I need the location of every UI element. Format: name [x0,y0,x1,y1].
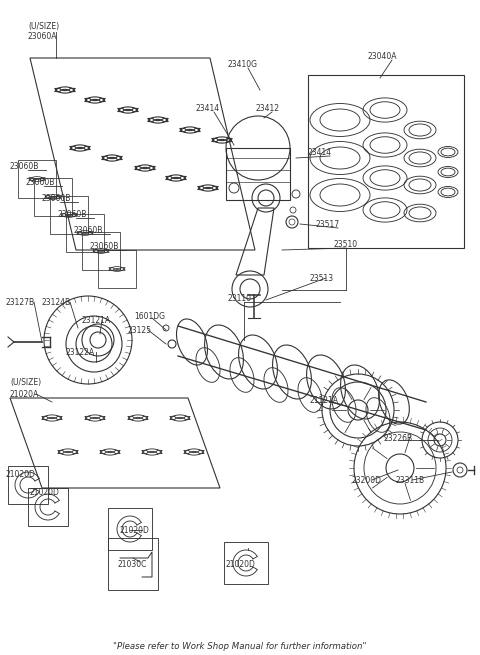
Text: 23060B: 23060B [58,210,87,219]
Text: 21030C: 21030C [118,560,147,569]
Bar [226,148,290,200]
Bar [66,214,104,252]
Bar [82,232,120,270]
Text: 23513: 23513 [310,274,334,283]
Text: 23412: 23412 [256,104,280,113]
Text: (U/SIZE): (U/SIZE) [10,378,41,387]
Text: 1601DG: 1601DG [134,312,165,321]
Text: 21020D: 21020D [6,470,36,479]
Text: 23414: 23414 [196,104,220,113]
Bar [108,508,152,550]
Text: 23200D: 23200D [352,476,382,485]
Text: 23510: 23510 [334,240,358,249]
Text: 23060B: 23060B [42,194,72,203]
Text: 23110: 23110 [228,294,252,303]
Text: 23122A: 23122A [66,348,95,357]
Bar [28,488,68,526]
Text: (U/SIZE): (U/SIZE) [28,22,59,31]
Text: 23060B: 23060B [10,162,39,171]
Text: 23226B: 23226B [384,434,413,443]
Text: "Please refer to Work Shop Manual for further information": "Please refer to Work Shop Manual for fu… [113,642,367,651]
Text: 21020A: 21020A [10,390,39,399]
Text: 23121A: 23121A [82,316,111,325]
Text: 23060B: 23060B [74,226,103,235]
Text: 23040A: 23040A [368,52,397,61]
Text: 23127B: 23127B [6,298,35,307]
Text: 23410G: 23410G [228,60,258,69]
Text: 21020D: 21020D [226,560,256,569]
Text: 23060B: 23060B [90,242,120,251]
Text: 21121A: 21121A [310,396,339,405]
Bar [8,466,48,504]
Text: 23311B: 23311B [396,476,425,485]
Text: 21020D: 21020D [30,488,60,497]
Bar [108,538,158,590]
Text: 23060B: 23060B [26,178,55,187]
Text: 23125: 23125 [128,326,152,335]
Text: 23060A: 23060A [28,32,58,41]
Bar [34,178,72,216]
Text: 23517: 23517 [316,220,340,229]
Text: 23414: 23414 [308,148,332,157]
Bar [224,542,268,584]
Bar [18,160,56,198]
Text: 21020D: 21020D [120,526,150,535]
Bar [50,196,88,234]
Text: 23124B: 23124B [42,298,71,307]
Bar [98,250,136,288]
